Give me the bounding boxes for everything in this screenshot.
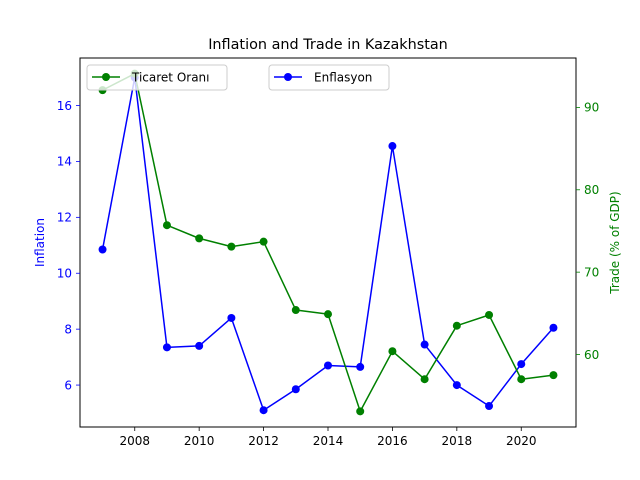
series-layer [98, 69, 558, 416]
y-axis-left-label: Inflation [33, 218, 47, 267]
y-right-tick-label: 60 [584, 348, 599, 362]
y-left-tick-label: 6 [64, 378, 72, 392]
y-right-tick-label: 90 [584, 101, 599, 115]
y-left-tick-label: 16 [57, 99, 72, 113]
series-trade-point [259, 237, 268, 246]
series-trade-point [356, 407, 365, 416]
legend-inflation: Enflasyon [268, 64, 390, 91]
x-tick-label: 2014 [313, 434, 344, 448]
y-axis-right: 60 70 80 90 [576, 101, 599, 362]
legend-trade-label: Ticaret Oranı [131, 71, 210, 85]
series-inflation-point [485, 402, 494, 411]
series-inflation-point [517, 360, 526, 369]
y-left-tick-label: 14 [57, 155, 72, 169]
x-tick-label: 2008 [119, 434, 150, 448]
x-tick-label: 2020 [506, 434, 537, 448]
legend-inflation-frame [268, 64, 390, 91]
legend-inflation-label: Enflasyon [314, 71, 372, 85]
legend-trade-frame [86, 64, 228, 91]
x-tick-label: 2012 [248, 434, 279, 448]
series-inflation [98, 73, 558, 415]
series-inflation-point [259, 406, 268, 415]
series-trade-point [162, 221, 171, 230]
series-trade-point [227, 242, 236, 251]
series-inflation-point [195, 341, 204, 350]
legend-trade: Ticaret Oranı [86, 64, 228, 91]
x-tick-label: 2016 [377, 434, 408, 448]
series-trade-point [324, 310, 332, 319]
chart-title: Inflation and Trade in Kazakhstan [208, 37, 448, 53]
series-inflation-point [291, 385, 300, 394]
series-trade-point [452, 321, 461, 330]
y-right-tick-label: 70 [584, 265, 599, 279]
series-trade-point [485, 310, 494, 319]
series-trade-point [388, 347, 397, 356]
series-trade-point [517, 375, 526, 384]
legend-trade-marker [102, 73, 110, 81]
y-left-tick-label: 10 [57, 267, 72, 281]
series-inflation-point [227, 313, 236, 322]
series-inflation-point [162, 343, 171, 352]
y-axis-left: 6 8 10 12 14 16 [57, 99, 80, 392]
series-inflation-point [98, 245, 107, 254]
series-trade-point [420, 375, 429, 384]
y-left-tick-label: 8 [64, 322, 72, 336]
series-inflation-point [452, 381, 461, 390]
series-inflation-point [324, 361, 332, 370]
series-trade-point [549, 371, 558, 380]
series-trade-point [195, 234, 204, 243]
series-trade-point [291, 306, 300, 315]
x-tick-label: 2010 [184, 434, 215, 448]
series-inflation-point [420, 340, 429, 349]
y-right-tick-label: 80 [584, 183, 599, 197]
x-tick-label: 2018 [442, 434, 473, 448]
series-inflation-point [388, 142, 397, 151]
x-axis: 2008 2010 2012 2014 2016 2018 2020 [119, 427, 537, 448]
legend-inflation-marker [284, 73, 292, 81]
series-inflation-point [549, 323, 558, 332]
y-left-tick-label: 12 [57, 211, 72, 225]
y-axis-right-label: Trade (% of GDP) [608, 191, 622, 294]
series-inflation-point [356, 362, 365, 371]
